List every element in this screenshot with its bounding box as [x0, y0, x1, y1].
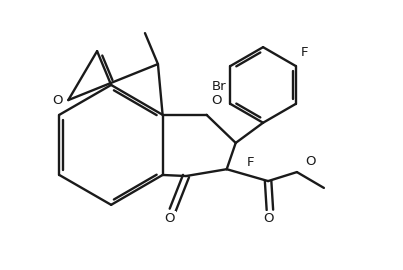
Text: F: F: [301, 46, 309, 59]
Text: O: O: [52, 94, 63, 107]
Text: O: O: [211, 94, 221, 107]
Text: O: O: [164, 212, 175, 225]
Text: F: F: [247, 156, 254, 168]
Text: Br: Br: [212, 80, 227, 93]
Text: O: O: [305, 155, 315, 168]
Text: O: O: [263, 212, 273, 225]
